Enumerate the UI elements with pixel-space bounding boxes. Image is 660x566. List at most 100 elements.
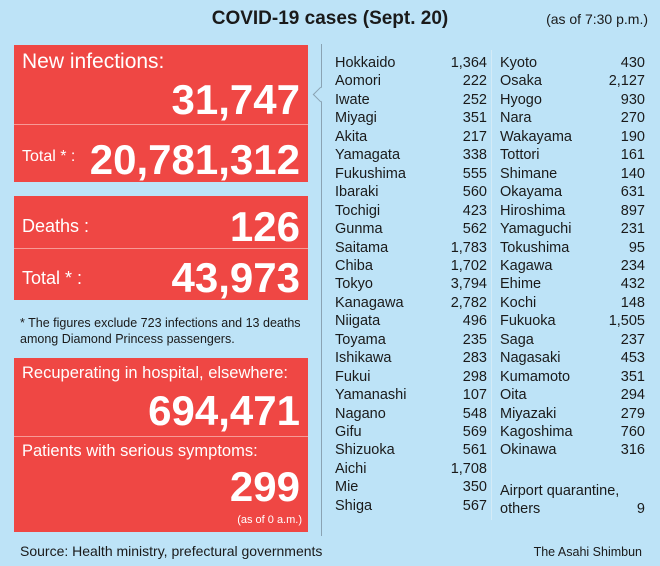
prefecture-row: Kochi 148 bbox=[500, 294, 645, 312]
prefecture-row: Miyagi 351 bbox=[335, 109, 487, 127]
prefecture-name: Osaka bbox=[500, 73, 542, 90]
new-infections-label: New infections: bbox=[22, 50, 165, 73]
infections-panel: New infections: 31,747 Total * : 20,781,… bbox=[14, 45, 308, 182]
prefecture-row: Niigata 496 bbox=[335, 312, 487, 330]
prefecture-name: Gifu bbox=[335, 424, 362, 440]
prefecture-row: Fukushima 555 bbox=[335, 165, 487, 183]
prefecture-row: Ishikawa 283 bbox=[335, 349, 487, 367]
airport-row-2: others 9 bbox=[500, 500, 645, 518]
prefecture-cases: 897 bbox=[620, 202, 645, 219]
prefecture-row: Okayama 631 bbox=[500, 183, 645, 201]
deaths-label: Deaths : bbox=[22, 216, 90, 236]
prefecture-name: Fukui bbox=[335, 368, 371, 385]
prefecture-name: Kagoshima bbox=[500, 424, 573, 440]
prefecture-name: Shizuoka bbox=[335, 442, 395, 459]
prefecture-row: Tochigi 423 bbox=[335, 202, 487, 220]
prefecture-name: Okinawa bbox=[500, 442, 557, 459]
prefecture-cases: 237 bbox=[620, 331, 645, 348]
prefecture-name: Miyagi bbox=[335, 110, 377, 127]
prefecture-name: Aomori bbox=[335, 73, 381, 90]
prefecture-row: Gunma 562 bbox=[335, 220, 487, 238]
prefecture-row: Gifu 569 bbox=[335, 423, 487, 441]
prefecture-name: Tokyo bbox=[335, 276, 373, 293]
prefecture-cases: 1,783 bbox=[450, 239, 487, 256]
prefecture-cases: 252 bbox=[462, 91, 487, 108]
prefecture-cases: 338 bbox=[462, 147, 487, 164]
prefecture-name: Niigata bbox=[335, 313, 381, 330]
total-infections-value: 20,781,312 bbox=[89, 136, 300, 183]
prefecture-row: Kumamoto 351 bbox=[500, 368, 645, 386]
prefecture-name: Saga bbox=[500, 331, 534, 348]
total-deaths-label: Total * : bbox=[22, 268, 83, 288]
prefecture-name: Saitama bbox=[335, 239, 389, 256]
prefecture-name: Mie bbox=[335, 479, 359, 496]
prefecture-name: Hokkaido bbox=[335, 55, 396, 71]
prefecture-row: Saitama 1,783 bbox=[335, 239, 487, 257]
prefecture-row: Aichi 1,708 bbox=[335, 460, 487, 478]
prefecture-row: Iwate 252 bbox=[335, 91, 487, 109]
prefecture-cases: 161 bbox=[620, 147, 645, 164]
prefecture-cases: 1,708 bbox=[450, 460, 487, 477]
prefecture-name: Aichi bbox=[335, 460, 367, 477]
prefecture-row: Hiroshima 897 bbox=[500, 202, 645, 220]
prefecture-cases: 316 bbox=[620, 442, 645, 459]
prefecture-cases: 555 bbox=[462, 165, 487, 182]
prefecture-cases: 423 bbox=[462, 202, 487, 219]
prefecture-name: Ibaraki bbox=[335, 184, 379, 201]
prefecture-name: Yamagata bbox=[335, 147, 401, 164]
prefecture-cases: 351 bbox=[620, 368, 645, 385]
recuperating-value: 694,471 bbox=[148, 387, 300, 434]
prefecture-cases: 569 bbox=[462, 424, 487, 440]
prefecture-cases: 561 bbox=[462, 442, 487, 459]
prefecture-cases: 1,364 bbox=[450, 55, 487, 71]
prefecture-name: Tottori bbox=[500, 147, 540, 164]
prefecture-cases: 560 bbox=[462, 184, 487, 201]
prefecture-cases: 1,702 bbox=[450, 257, 487, 274]
prefecture-name: Akita bbox=[335, 128, 368, 145]
prefecture-row: Kagoshima 760 bbox=[500, 423, 645, 441]
prefecture-name: Kyoto bbox=[500, 55, 538, 71]
airport-value: 9 bbox=[636, 501, 645, 517]
prefecture-row: Toyama 235 bbox=[335, 331, 487, 349]
prefecture-name: Fukuoka bbox=[500, 313, 556, 330]
brand-credit: The Asahi Shimbun bbox=[533, 545, 642, 559]
prefecture-cases: 930 bbox=[620, 91, 645, 108]
prefecture-row: Hokkaido 1,364 bbox=[335, 54, 487, 72]
prefecture-cases: 631 bbox=[620, 184, 645, 201]
prefecture-row: Miyazaki 279 bbox=[500, 405, 645, 423]
prefecture-cases: 351 bbox=[462, 110, 487, 127]
airport-row: Airport quarantine, bbox=[500, 482, 645, 500]
prefecture-name: Nagano bbox=[335, 405, 386, 422]
divider bbox=[14, 124, 308, 125]
prefecture-cases: 279 bbox=[620, 405, 645, 422]
prefecture-name: Shiga bbox=[335, 497, 373, 514]
prefecture-cases: 432 bbox=[620, 276, 645, 293]
prefecture-name: Ehime bbox=[500, 276, 542, 293]
total-deaths-value: 43,973 bbox=[171, 254, 300, 301]
prefecture-row: Okinawa 316 bbox=[500, 441, 645, 459]
deaths-panel: Deaths : 126 Total * : 43,973 bbox=[14, 196, 308, 300]
serious-label: Patients with serious symptoms: bbox=[22, 442, 258, 460]
serious-value: 299 bbox=[229, 463, 300, 510]
divider bbox=[14, 436, 308, 437]
prefecture-name: Oita bbox=[500, 387, 527, 404]
prefecture-name: Kagawa bbox=[500, 257, 553, 274]
prefecture-cases: 140 bbox=[620, 165, 645, 182]
divider bbox=[14, 248, 308, 249]
prefecture-name: Hiroshima bbox=[500, 202, 566, 219]
footnote: * The figures exclude 723 infections and… bbox=[20, 316, 301, 346]
prefecture-cases: 217 bbox=[462, 128, 487, 145]
prefecture-row: Oita 294 bbox=[500, 386, 645, 404]
prefecture-cases: 107 bbox=[462, 387, 487, 404]
prefecture-cases: 496 bbox=[462, 313, 487, 330]
source-note: Source: Health ministry, prefectural gov… bbox=[20, 543, 323, 559]
prefecture-name: Okayama bbox=[500, 184, 563, 201]
prefecture-row: Nara 270 bbox=[500, 109, 645, 127]
prefecture-cases: 2,782 bbox=[450, 294, 487, 311]
prefecture-cases: 148 bbox=[620, 294, 645, 311]
prefecture-row: Nagano 548 bbox=[335, 405, 487, 423]
prefecture-row: Tottori 161 bbox=[500, 146, 645, 164]
prefecture-cases: 95 bbox=[628, 239, 645, 256]
prefecture-row: Wakayama 190 bbox=[500, 128, 645, 146]
prefecture-row: Nagasaki 453 bbox=[500, 349, 645, 367]
